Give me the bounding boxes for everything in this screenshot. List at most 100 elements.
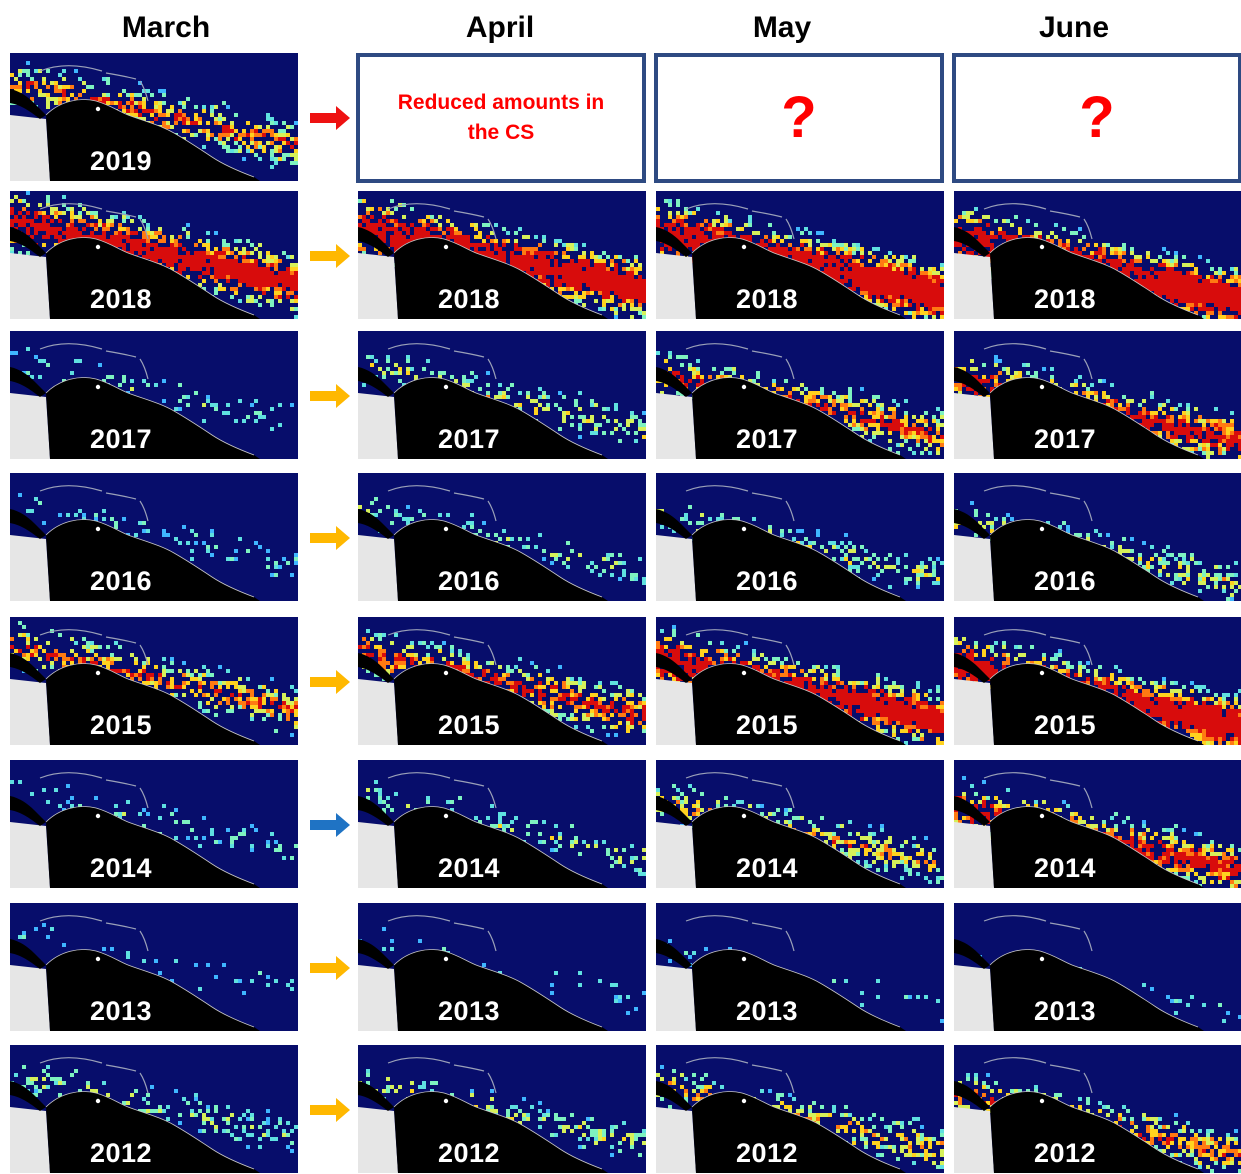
- year-label: 2012: [438, 1138, 501, 1168]
- location-marker: [1039, 670, 1045, 676]
- south-america-land: [692, 663, 906, 745]
- central-america-land: [954, 653, 990, 683]
- year-label: 2014: [736, 853, 799, 883]
- caribbean-islands: [685, 343, 795, 380]
- year-label: 2017: [90, 424, 153, 454]
- central-america-land: [656, 367, 692, 397]
- location-marker: [741, 1098, 747, 1104]
- caribbean-islands: [983, 1057, 1093, 1094]
- placeholder-may-2019: ?: [654, 53, 944, 183]
- unmapped-area: [358, 822, 398, 888]
- caribbean-islands: [685, 485, 795, 522]
- map-panel-april-2016: 2016: [358, 473, 646, 601]
- map-panel-april-2018: 2018: [358, 191, 646, 319]
- south-america-land: [990, 519, 1204, 601]
- unmapped-area: [358, 253, 398, 319]
- unmapped-area: [656, 1107, 696, 1173]
- central-america-land: [954, 227, 990, 257]
- map-panel-may-2013: 2013: [656, 903, 944, 1031]
- density-map: [656, 760, 944, 888]
- central-america-land: [656, 509, 692, 539]
- central-america-land: [954, 367, 990, 397]
- coastline: [989, 806, 1199, 885]
- location-marker: [1039, 813, 1045, 819]
- south-america-land: [46, 377, 260, 459]
- south-america-land: [692, 806, 906, 888]
- year-label: 2017: [438, 424, 501, 454]
- caribbean-islands: [39, 203, 149, 240]
- map-panel-april-2014: 2014: [358, 760, 646, 888]
- placeholder-april-2019: Reduced amounts in the CS: [356, 53, 646, 183]
- coastline: [45, 519, 255, 598]
- caribbean-islands: [39, 772, 149, 809]
- trend-arrow-icon: [310, 813, 350, 837]
- density-map: [358, 903, 646, 1031]
- density-map: [954, 617, 1241, 745]
- column-header-march: March: [121, 11, 211, 44]
- central-america-land: [10, 89, 46, 119]
- location-marker: [741, 670, 747, 676]
- location-marker: [443, 1098, 449, 1104]
- coastline: [691, 237, 901, 316]
- density-map: [656, 191, 944, 319]
- unmapped-area: [656, 965, 696, 1031]
- caribbean-islands: [685, 629, 795, 666]
- map-panel-march-2015: 2015: [10, 617, 298, 745]
- location-marker: [741, 384, 747, 390]
- coastline: [45, 237, 255, 316]
- year-label: 2015: [736, 710, 799, 740]
- location-marker: [443, 384, 449, 390]
- caribbean-islands: [39, 915, 149, 952]
- caribbean-islands: [387, 203, 497, 240]
- location-marker: [443, 526, 449, 532]
- year-label: 2014: [1034, 853, 1097, 883]
- location-marker: [1039, 384, 1045, 390]
- unmapped-area: [656, 253, 696, 319]
- south-america-land: [990, 663, 1204, 745]
- location-marker: [443, 244, 449, 250]
- central-america-land: [358, 939, 394, 969]
- caribbean-islands: [685, 1057, 795, 1094]
- year-label: 2016: [90, 566, 153, 596]
- map-panel-june-2012: 2012: [954, 1045, 1241, 1173]
- south-america-land: [394, 519, 608, 601]
- year-label: 2013: [90, 996, 153, 1026]
- central-america-land: [358, 796, 394, 826]
- map-panel-june-2016: 2016: [954, 473, 1241, 601]
- trend-arrow-icon: [310, 670, 350, 694]
- unmapped-area: [954, 822, 994, 888]
- trend-arrow-icon: [310, 106, 350, 130]
- map-panel-june-2013: 2013: [954, 903, 1241, 1031]
- coastline: [989, 519, 1199, 598]
- coastline: [989, 237, 1199, 316]
- south-america-land: [46, 949, 260, 1031]
- unmapped-area: [358, 965, 398, 1031]
- unmapped-area: [358, 535, 398, 601]
- map-panel-march-2013: 2013: [10, 903, 298, 1031]
- south-america-land: [394, 806, 608, 888]
- caribbean-islands: [983, 485, 1093, 522]
- year-label: 2019: [90, 146, 153, 176]
- central-america-land: [656, 653, 692, 683]
- unmapped-area: [10, 535, 50, 601]
- year-label: 2015: [1034, 710, 1097, 740]
- caribbean-islands: [685, 772, 795, 809]
- year-label: 2012: [736, 1138, 799, 1168]
- density-map: [656, 1045, 944, 1173]
- central-america-land: [954, 1081, 990, 1111]
- south-america-land: [692, 377, 906, 459]
- location-marker: [95, 384, 101, 390]
- column-header-may: May: [752, 11, 812, 44]
- density-map: [10, 903, 298, 1031]
- caribbean-islands: [983, 772, 1093, 809]
- coastline: [989, 663, 1199, 742]
- south-america-land: [990, 806, 1204, 888]
- year-label: 2018: [736, 284, 799, 314]
- map-panel-march-2014: 2014: [10, 760, 298, 888]
- year-label: 2016: [736, 566, 799, 596]
- central-america-land: [10, 796, 46, 826]
- density-map: [10, 473, 298, 601]
- coastline: [691, 1091, 901, 1170]
- caribbean-islands: [39, 1057, 149, 1094]
